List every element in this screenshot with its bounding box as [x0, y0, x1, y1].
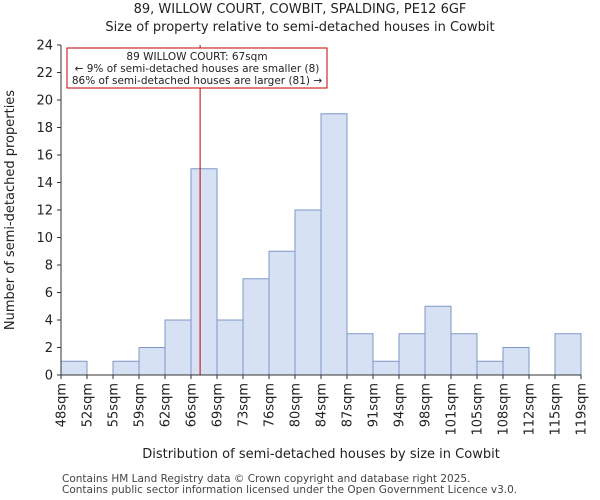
y-tick-label-4: 4 [45, 314, 53, 329]
bar-84sqm [320, 113, 348, 376]
x-tick-label-59sqm: 59sqm [133, 383, 148, 427]
bar-101sqm [450, 333, 478, 376]
bar-115sqm [554, 333, 582, 376]
y-tick-label-6: 6 [45, 286, 53, 301]
bar-108sqm [502, 347, 530, 376]
bar-94sqm [398, 333, 426, 376]
x-tick-label-73sqm: 73sqm [237, 383, 252, 427]
annotation-line-1: 89 WILLOW COURT: 67sqm [126, 51, 267, 63]
footer-copyright: Contains HM Land Registry data © Crown c… [62, 473, 471, 485]
chart-subtitle: Size of property relative to semi-detach… [105, 20, 495, 35]
x-tick-label-69sqm: 69sqm [211, 383, 226, 427]
annotation-line-3: 86% of semi-detached houses are larger (… [72, 75, 323, 87]
y-tick-label-10: 10 [36, 231, 53, 246]
x-tick-label-101sqm: 101sqm [445, 383, 460, 436]
bar-76sqm [268, 250, 296, 376]
x-tick-label-108sqm: 108sqm [497, 383, 512, 436]
x-tick-label-112sqm: 112sqm [523, 383, 538, 436]
footer-licence: Contains public sector information licen… [62, 484, 518, 496]
x-tick-label-52sqm: 52sqm [81, 383, 96, 427]
x-tick-label-115sqm: 115sqm [549, 383, 564, 436]
y-tick-label-0: 0 [45, 369, 53, 384]
chart-title: 89, WILLOW COURT, COWBIT, SPALDING, PE12… [133, 2, 467, 17]
bar-59sqm [138, 347, 166, 376]
y-tick-label-8: 8 [45, 259, 53, 274]
bar-73sqm [242, 278, 270, 376]
x-tick-label-119sqm: 119sqm [575, 383, 590, 436]
bar-66sqm [190, 168, 218, 376]
bar-62sqm [164, 319, 192, 376]
annotation-layer: 89 WILLOW COURT: 67sqm← 9% of semi-detac… [66, 45, 328, 375]
y-tick-label-12: 12 [36, 204, 53, 219]
y-tick-label-22: 22 [36, 66, 53, 81]
y-tick-label-2: 2 [45, 341, 53, 356]
bar-55sqm [112, 360, 140, 376]
y-tick-label-24: 24 [36, 39, 53, 54]
x-tick-label-84sqm: 84sqm [315, 383, 330, 427]
y-tick-label-14: 14 [36, 176, 53, 191]
x-axis-label: Distribution of semi-detached houses by … [142, 447, 500, 462]
bar-91sqm [372, 360, 400, 376]
bar-98sqm [424, 305, 452, 376]
bar-48sqm [60, 360, 88, 376]
y-tick-label-16: 16 [36, 149, 53, 164]
y-axis-label: Number of semi-detached properties [3, 90, 18, 330]
x-tick-label-87sqm: 87sqm [341, 383, 356, 427]
x-tick-label-80sqm: 80sqm [289, 383, 304, 427]
y-tick-label-20: 20 [36, 94, 53, 109]
bars-layer [60, 113, 582, 376]
bar-87sqm [346, 333, 374, 376]
x-tick-label-94sqm: 94sqm [393, 383, 408, 427]
x-tick-label-76sqm: 76sqm [263, 383, 278, 427]
x-tick-label-55sqm: 55sqm [107, 383, 122, 427]
x-tick-label-62sqm: 62sqm [159, 383, 174, 427]
annotation-box [66, 47, 328, 89]
x-tick-label-66sqm: 66sqm [185, 383, 200, 427]
annotation-line-2: ← 9% of semi-detached houses are smaller… [75, 63, 320, 75]
bar-69sqm [216, 319, 244, 376]
x-tick-label-98sqm: 98sqm [419, 383, 434, 427]
x-tick-label-91sqm: 91sqm [367, 383, 382, 427]
x-tick-label-105sqm: 105sqm [471, 383, 486, 436]
x-tick-label-48sqm: 48sqm [55, 383, 70, 427]
bar-80sqm [294, 209, 322, 376]
y-tick-label-18: 18 [36, 121, 53, 136]
bar-105sqm [476, 360, 504, 376]
